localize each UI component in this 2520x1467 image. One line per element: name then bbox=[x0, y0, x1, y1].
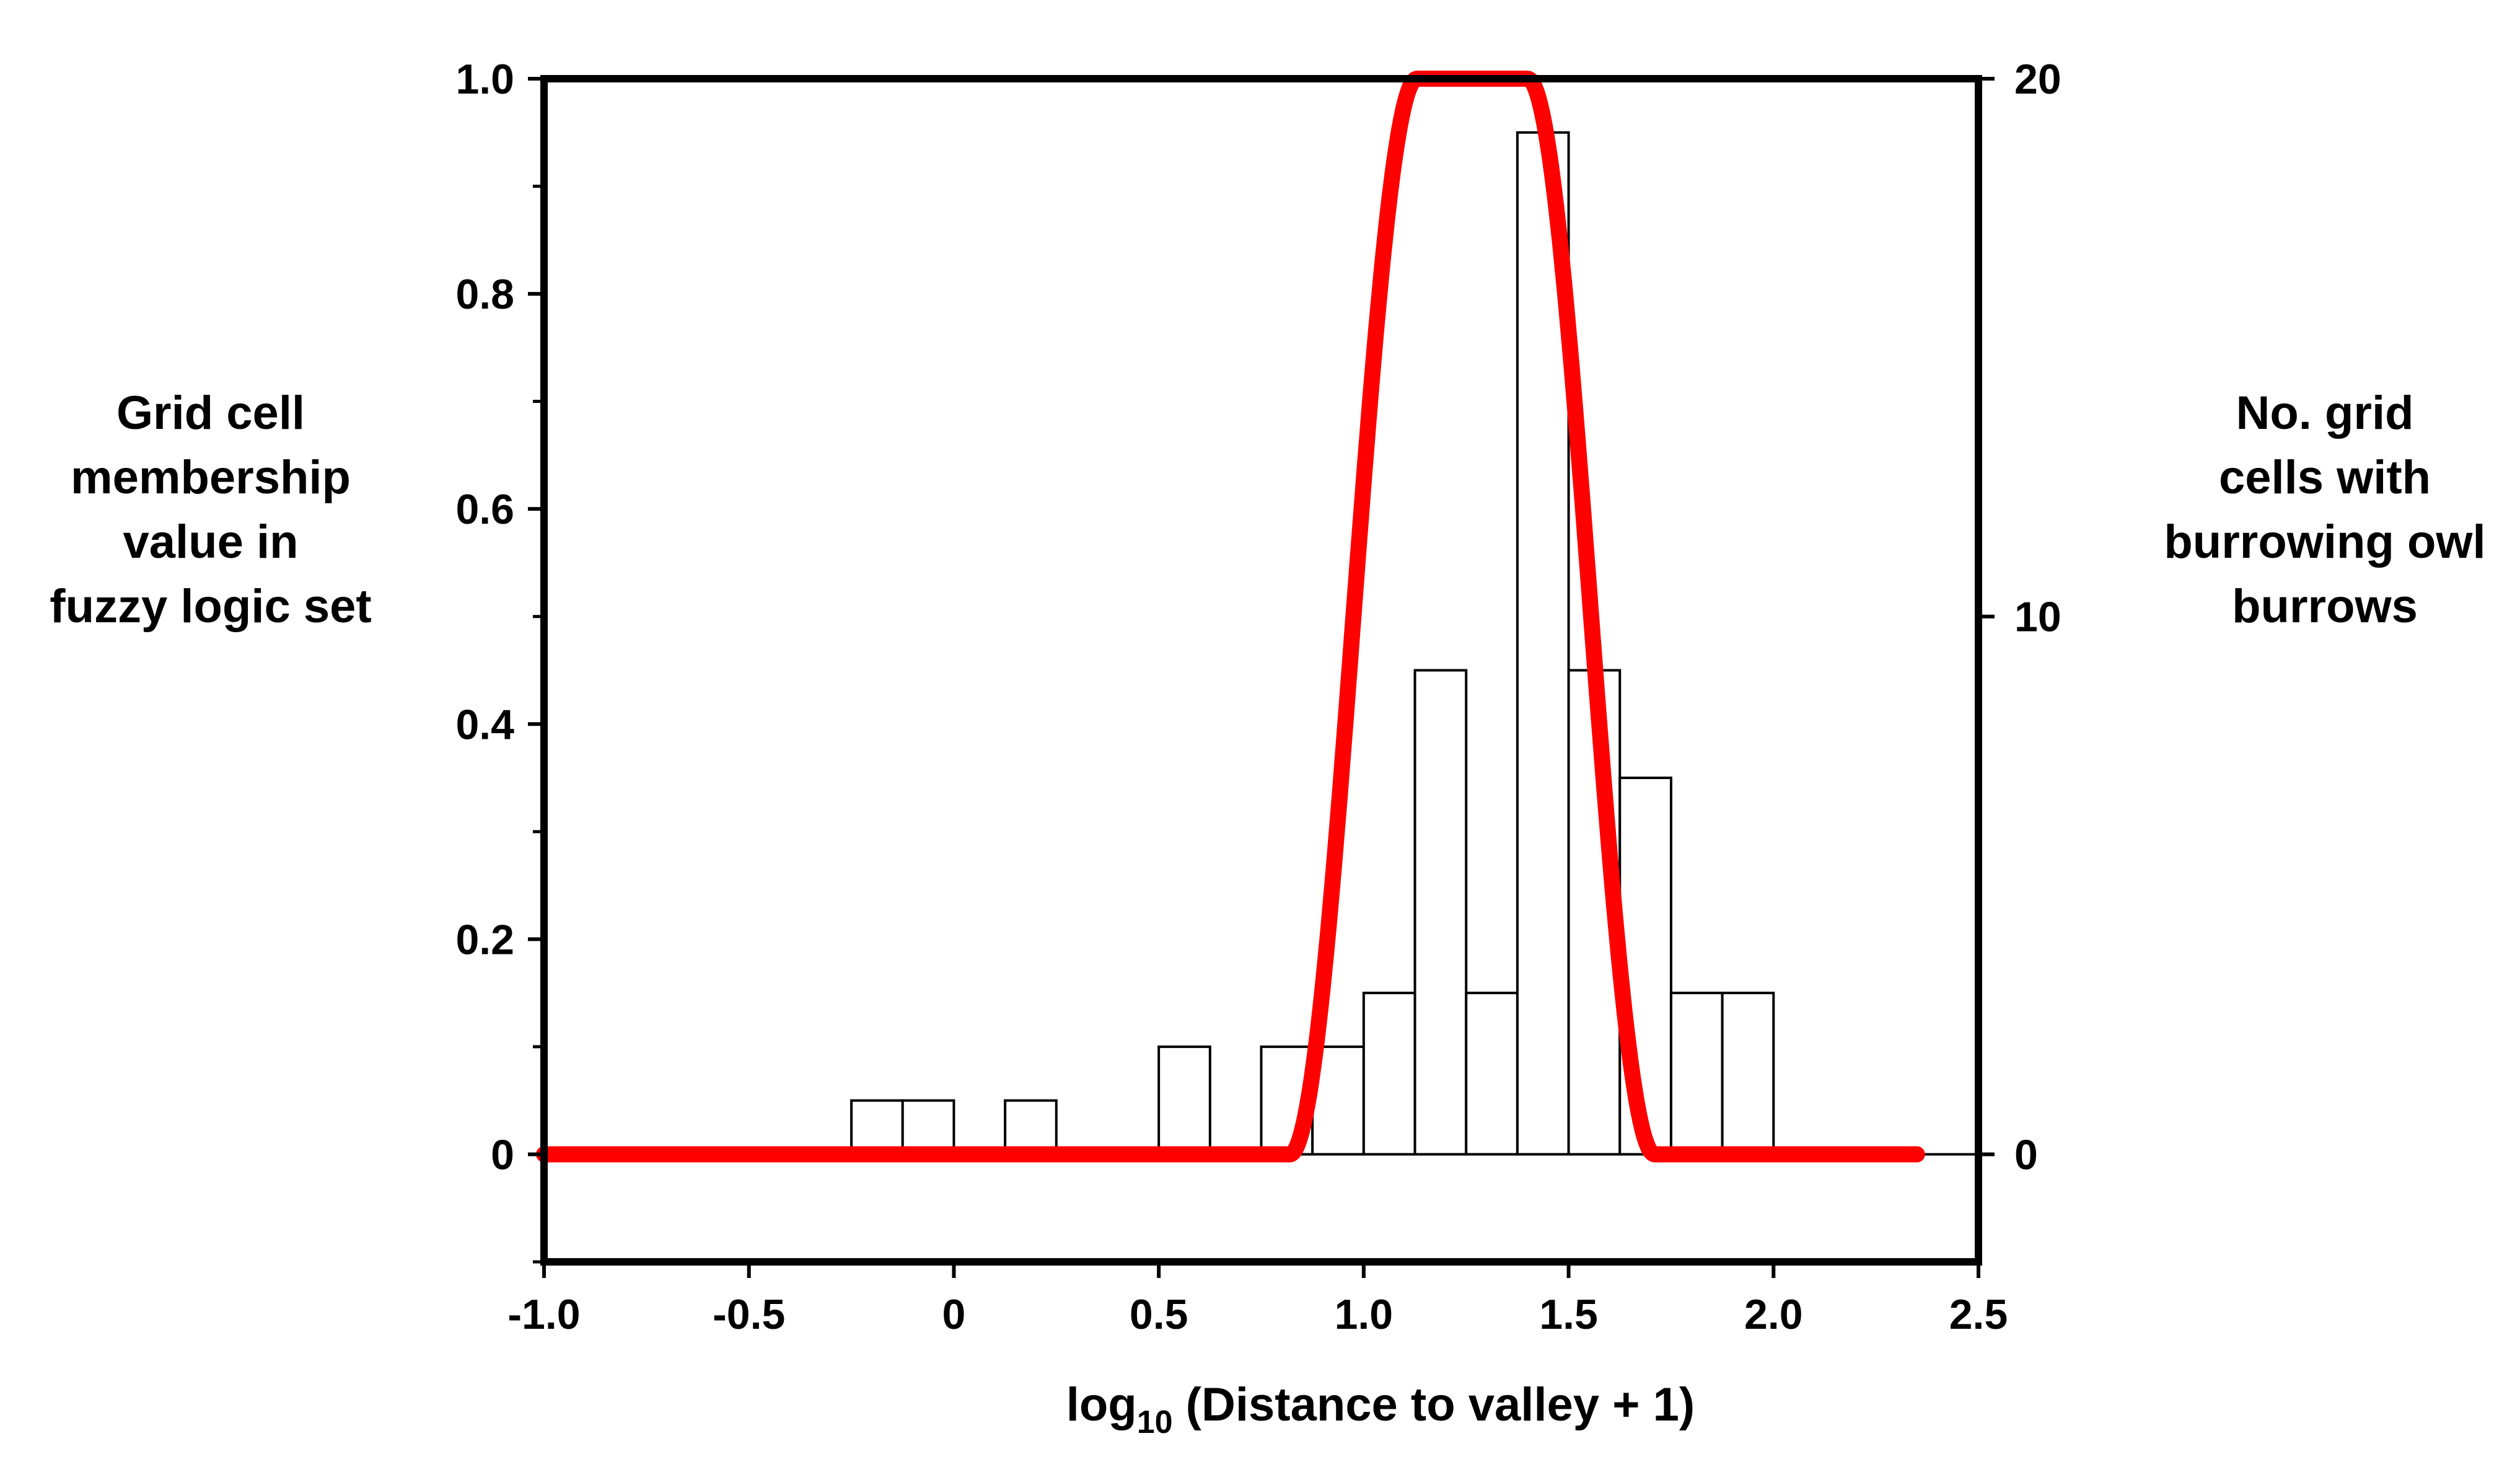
x-tick-label: 0 bbox=[942, 1291, 966, 1338]
right-axis-title-line: burrows bbox=[2232, 580, 2418, 633]
left-axis-title-line: value in bbox=[123, 516, 299, 568]
x-axis-title-suffix: (Distance to valley + 1) bbox=[1173, 1378, 1695, 1431]
x-axis-title-prefix: log bbox=[1066, 1378, 1137, 1431]
histogram-bar bbox=[850, 1099, 904, 1156]
y-right-tick-label: 10 bbox=[2014, 594, 2061, 641]
y-left-tick-label: 1.0 bbox=[455, 56, 514, 103]
histogram-bar bbox=[1004, 1099, 1058, 1156]
left-axis-title: Grid cell membership value in fuzzy logi… bbox=[50, 387, 371, 633]
histogram-bar bbox=[1465, 992, 1519, 1156]
histogram-bar bbox=[1721, 992, 1775, 1156]
x-tick-label: -1.0 bbox=[507, 1291, 580, 1338]
y-left-tick-label: 0.2 bbox=[455, 916, 514, 963]
plot-frame bbox=[540, 75, 1982, 1266]
y-left-tick-label: 0.6 bbox=[455, 486, 514, 533]
svg-text:log10 (Distance to valley + 1): log10 (Distance to valley + 1) bbox=[1066, 1378, 1695, 1440]
left-axis-title-line: Grid cell bbox=[116, 387, 305, 439]
x-tick-label: 1.5 bbox=[1539, 1291, 1598, 1338]
axis-ticks: -1.0 -0.5 0 0.5 1.0 1.5 2.0 2.5 0 0.2 0.4 0.6 0.8 1.0… bbox=[455, 56, 2061, 1338]
right-axis-title: No. grid cells with burrowing owl burrow… bbox=[2164, 387, 2485, 633]
right-axis-title-line: burrowing owl bbox=[2164, 516, 2485, 568]
histogram-bar bbox=[901, 1099, 955, 1156]
x-tick-label: -0.5 bbox=[713, 1291, 785, 1338]
histogram-bar bbox=[1362, 992, 1416, 1156]
left-axis-title-line: membership bbox=[71, 451, 351, 504]
x-tick-label: 0.5 bbox=[1130, 1291, 1188, 1338]
y-left-tick-label: 0 bbox=[491, 1131, 514, 1178]
y-left-tick-label: 0.8 bbox=[455, 271, 514, 318]
histogram-bar bbox=[1413, 669, 1468, 1156]
x-axis-title: log10 (Distance to valley + 1) bbox=[1066, 1378, 1695, 1440]
x-tick-label: 2.0 bbox=[1744, 1291, 1803, 1338]
left-axis-title-line: fuzzy logic set bbox=[50, 580, 371, 633]
histogram-bar bbox=[1157, 1045, 1211, 1156]
x-tick-label: 1.0 bbox=[1335, 1291, 1394, 1338]
membership-curve bbox=[536, 71, 1925, 1163]
right-axis-title-line: No. grid bbox=[2236, 387, 2413, 439]
membership-curve-layer bbox=[536, 71, 1925, 1163]
right-axis-title-line: cells with bbox=[2219, 451, 2431, 504]
x-axis-title-subscript: 10 bbox=[1137, 1404, 1173, 1440]
y-right-tick-label: 20 bbox=[2014, 56, 2061, 103]
y-left-tick-label: 0.4 bbox=[455, 701, 514, 748]
x-tick-label: 2.5 bbox=[1949, 1291, 2008, 1338]
y-right-tick-label: 0 bbox=[2014, 1131, 2038, 1178]
histogram-bar bbox=[1669, 992, 1724, 1156]
